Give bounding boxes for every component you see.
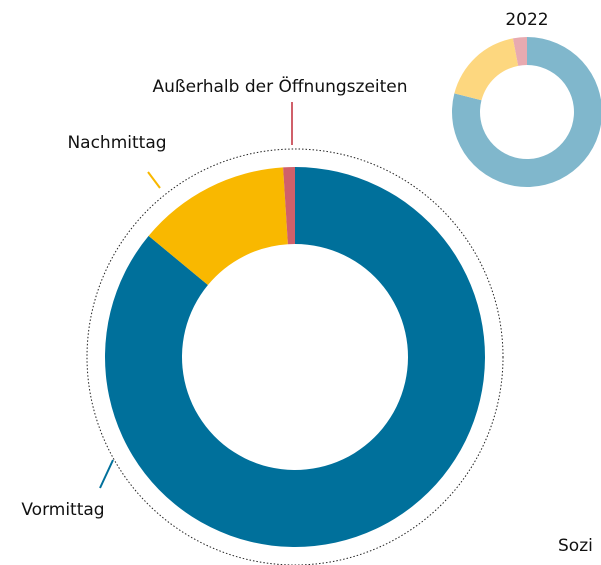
leader-line — [99, 459, 114, 489]
donut-slice — [454, 38, 519, 101]
annotation: Sozi — [558, 536, 593, 556]
chart-title: 2022 — [505, 10, 548, 30]
donut-slice — [104, 167, 486, 547]
donut-slice — [452, 37, 601, 187]
outline-ring — [86, 148, 504, 565]
slice-label: Außerhalb der Öffnungszeiten — [152, 75, 407, 97]
slice-label: Nachmittag — [67, 133, 166, 153]
donut-slice — [512, 37, 527, 66]
donut-slice — [148, 167, 288, 285]
slice-label: Vormittag — [21, 500, 104, 520]
donut-slice — [283, 167, 295, 245]
leader-line — [147, 171, 161, 189]
